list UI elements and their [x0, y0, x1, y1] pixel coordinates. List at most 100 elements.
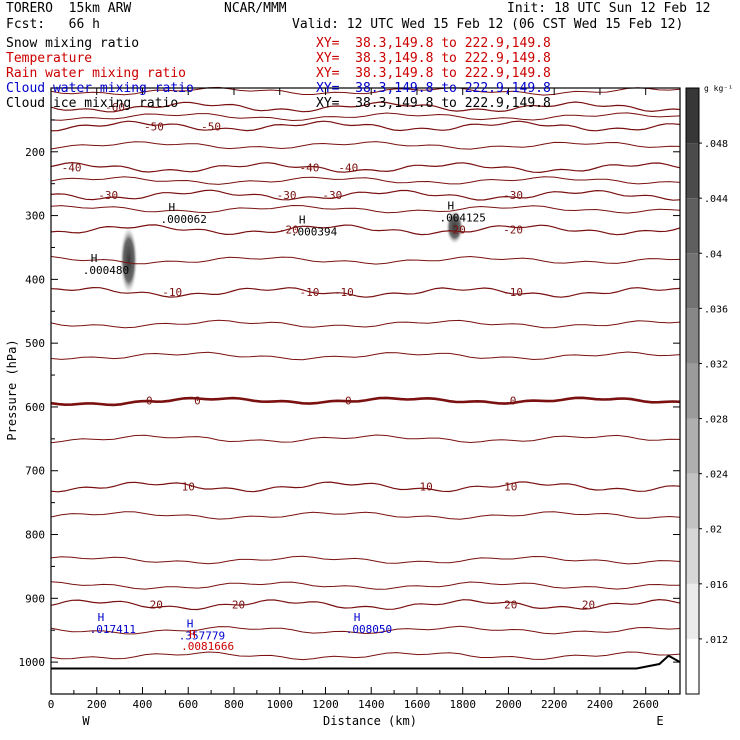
- isotherm-label: 20: [582, 599, 595, 612]
- isotherm-minor: [50, 351, 681, 361]
- colorbar-tick-label: .016: [704, 580, 728, 591]
- x-tick-label: 1600: [404, 698, 431, 711]
- maximum-value: .357779: [179, 629, 225, 642]
- colorbar-tick-label: .04: [704, 249, 722, 260]
- colorbar-band: [686, 418, 699, 474]
- isotherm-label: -10: [503, 286, 523, 299]
- legend-rain: Rain water mixing ratio: [6, 66, 187, 81]
- maximum-marker: H: [448, 199, 455, 212]
- isotherm-minor: [50, 112, 681, 122]
- isotherm--30: [50, 189, 681, 201]
- colorbar-band: [686, 253, 699, 309]
- colorbar-tick-label: .032: [704, 359, 728, 370]
- isotherm-minor: [50, 555, 681, 565]
- maximum-marker: H: [169, 201, 176, 214]
- x-tick-label: 200: [87, 698, 107, 711]
- x-end-label-right: E: [656, 714, 663, 728]
- isotherm-label: -40: [300, 162, 320, 175]
- y-tick-label: 1000: [19, 656, 46, 669]
- y-tick-label: 700: [25, 465, 45, 478]
- isotherm-label: -50: [144, 120, 164, 133]
- x-tick-label: 800: [224, 698, 244, 711]
- y-axis-title: Pressure (hPa): [5, 339, 19, 440]
- isotherm-20: [50, 598, 681, 611]
- plot-frame: [50, 87, 681, 695]
- isotherm-label: 10: [504, 481, 517, 494]
- isotherm-label: 10: [182, 481, 195, 494]
- isotherm-0: [50, 396, 681, 407]
- x-axis-title: Distance (km): [323, 714, 417, 728]
- isotherm--20: [50, 224, 681, 236]
- isotherm-label: 0: [146, 395, 153, 408]
- legend-temperature: Temperature: [6, 51, 93, 66]
- colorbar-band: [686, 308, 699, 364]
- x-end-label-left: W: [82, 714, 90, 728]
- colorbar-tick-label: .044: [704, 194, 728, 205]
- y-tick-label: 200: [25, 146, 45, 159]
- y-tick-label: 800: [25, 529, 45, 542]
- isotherm-label: -40: [338, 162, 358, 175]
- colorbar-band: [686, 473, 699, 529]
- isotherm-label: -60: [105, 101, 125, 114]
- mixing-ratio-core-1: [445, 209, 464, 245]
- isotherm-label: -20: [503, 224, 523, 237]
- center-title: NCAR/MMM: [224, 1, 287, 16]
- maximum-value: .0081666: [181, 640, 234, 653]
- isotherm-label: -30: [277, 189, 297, 202]
- maximum-marker: H: [91, 252, 98, 265]
- x-tick-label: 2400: [587, 698, 614, 711]
- legend-temperature-xy: XY= 38.3,149.8 to 222.9,149.8: [316, 51, 551, 66]
- x-tick-label: 1000: [266, 698, 293, 711]
- legend-cloud-water-xy: XY= 38.3,149.8 to 222.9,149.8: [316, 81, 551, 96]
- colorbar-band: [686, 638, 699, 694]
- isotherm-minor: [50, 255, 681, 265]
- colorbar-tick-label: .02: [704, 525, 722, 536]
- valid-time: Valid: 12 UTC Wed 15 Feb 12 (06 CST Wed …: [292, 17, 684, 32]
- maximum-value: .008050: [346, 623, 392, 636]
- maximum-marker: H: [98, 611, 105, 624]
- isotherm-label: -30: [503, 189, 523, 202]
- colorbar-unit: g kg⁻¹: [704, 84, 733, 93]
- isotherm-label: -20: [279, 224, 299, 237]
- forecast-hour: Fcst: 66 h: [6, 17, 100, 32]
- isotherm-label: -10: [334, 286, 354, 299]
- isotherm--10: [50, 286, 681, 298]
- x-tick-label: 2600: [632, 698, 659, 711]
- x-tick-label: 1400: [358, 698, 385, 711]
- isotherm--50: [50, 120, 681, 132]
- y-tick-label: 900: [25, 592, 45, 605]
- isotherm-minor: [50, 176, 681, 185]
- maximum-value: .000394: [291, 226, 338, 239]
- x-tick-label: 400: [133, 698, 153, 711]
- colorbar-tick-label: .012: [704, 635, 728, 646]
- maximum-value: .000062: [161, 213, 207, 226]
- legend-snow: Snow mixing ratio: [6, 36, 140, 51]
- maximum-marker: H: [299, 214, 306, 227]
- isotherm-label: -30: [98, 189, 118, 202]
- isotherm-label: 20: [504, 599, 517, 612]
- isotherm-label: 10: [419, 481, 432, 494]
- maximum-value: .000480: [83, 264, 129, 277]
- isotherm-minor: [50, 434, 681, 444]
- x-tick-label: 0: [48, 698, 55, 711]
- isotherm--40: [50, 161, 681, 174]
- isotherm-minor: [50, 511, 681, 520]
- colorbar-band: [686, 363, 699, 419]
- isotherm-label: 0: [345, 395, 352, 408]
- colorbar-frame: [685, 87, 700, 695]
- isotherm-label: 20: [232, 599, 245, 612]
- isotherm-label: 20: [150, 599, 163, 612]
- isotherm-label: 0: [510, 395, 517, 408]
- isotherm-minor: [50, 86, 681, 96]
- colorbar-tick-label: .048: [704, 139, 728, 150]
- model-title: TORERO 15km ARW: [6, 1, 132, 16]
- colorbar-band: [686, 143, 699, 199]
- isotherm-minor: [50, 581, 681, 590]
- colorbar-tick-label: .036: [704, 304, 728, 315]
- maximum-marker: H: [187, 617, 194, 630]
- isotherm-minor: [50, 141, 681, 150]
- y-tick-label: 300: [25, 210, 45, 223]
- isotherm-minor: [50, 204, 681, 214]
- y-tick-label: 400: [25, 273, 45, 286]
